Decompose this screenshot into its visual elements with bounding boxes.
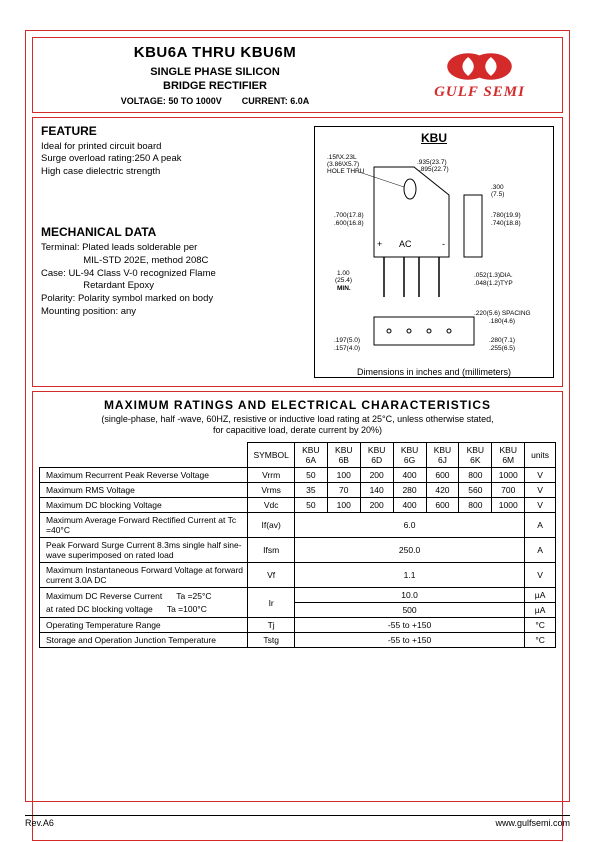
col-symbol: SYMBOL <box>248 443 295 468</box>
svg-text:+: + <box>377 239 382 249</box>
feature-text: Ideal for printed circuit board Surge ov… <box>41 141 296 179</box>
product-specs: VOLTAGE: 50 TO 1000V CURRENT: 6.0A <box>37 96 393 106</box>
svg-text:.780(19.9): .780(19.9) <box>491 212 521 219</box>
table-row: Peak Forward Surge Current 8.3ms single … <box>40 538 556 563</box>
svg-text:.280(7.1): .280(7.1) <box>489 337 515 344</box>
table-row: Storage and Operation Junction Temperatu… <box>40 633 556 648</box>
col-units: units <box>525 443 556 468</box>
table-header-row: SYMBOL KBU 6A KBU 6B KBU 6D KBU 6G KBU 6… <box>40 443 556 468</box>
svg-text:.255(6.5): .255(6.5) <box>489 345 515 352</box>
svg-text:(7.5): (7.5) <box>491 191 504 198</box>
svg-text:.157(4.0): .157(4.0) <box>334 345 360 352</box>
table-row: Operating Temperature Range Tj -55 to +1… <box>40 618 556 633</box>
page-footer: Rev.A6 www.gulfsemi.com <box>25 815 570 828</box>
package-diagram: KBU .15f\X.23L (3.86\X5. <box>314 126 554 378</box>
svg-text:AC: AC <box>399 239 412 249</box>
table-row: at rated DC blocking voltage Ta =100°C 5… <box>40 603 556 618</box>
package-drawing-icon: .15f\X.23L (3.86\X5.7) HOLE THRU .935(23… <box>319 147 549 362</box>
table-row: Maximum Recurrent Peak Reverse Voltage V… <box>40 468 556 483</box>
mechanical-text: Terminal: Plated leads solderable per MI… <box>41 242 296 319</box>
brand-logo-icon <box>432 49 527 84</box>
diagram-caption: Dimensions in inches and (millimeters) <box>319 367 549 377</box>
dim-width: .935(23.7) <box>417 159 447 166</box>
svg-text:-: - <box>442 239 445 249</box>
svg-text:.895(22.7): .895(22.7) <box>419 166 449 173</box>
table-row: Maximum Average Forward Rectified Curren… <box>40 513 556 538</box>
header-box: KBU6A THRU KBU6M SINGLE PHASE SILICON BR… <box>32 37 563 113</box>
product-subtitle: SINGLE PHASE SILICON BRIDGE RECTIFIER <box>37 65 393 94</box>
svg-text:.048(1.2)TYP: .048(1.2)TYP <box>474 280 513 287</box>
dim-hole: .15f\X.23L <box>327 154 357 161</box>
header-text: KBU6A THRU KBU6M SINGLE PHASE SILICON BR… <box>33 38 397 112</box>
svg-text:.197(5.0): .197(5.0) <box>334 337 360 344</box>
svg-text:MIN.: MIN. <box>337 285 351 292</box>
product-title: KBU6A THRU KBU6M <box>37 44 393 61</box>
svg-text:.600(16.8): .600(16.8) <box>334 220 364 227</box>
svg-text:.180(4.6): .180(4.6) <box>489 318 515 325</box>
table-row: Maximum Instantaneous Forward Voltage at… <box>40 563 556 588</box>
table-row: Maximum RMS Voltage Vrms 35 70 140 280 4… <box>40 483 556 498</box>
svg-text:.700(17.8): .700(17.8) <box>334 212 364 219</box>
ratings-subtitle: (single-phase, half -wave, 60HZ, resisti… <box>39 414 556 437</box>
svg-text:1.00: 1.00 <box>337 270 350 277</box>
diagram-title: KBU <box>319 131 549 145</box>
svg-text:HOLE THRU: HOLE THRU <box>327 168 365 175</box>
svg-text:.740(18.8): .740(18.8) <box>491 220 521 227</box>
brand-logo-cell: GULF SEMI <box>397 49 562 101</box>
ratings-title: MAXIMUM RATINGS AND ELECTRICAL CHARACTER… <box>39 398 556 412</box>
svg-text:.220(5.6) SPACING: .220(5.6) SPACING <box>474 310 531 317</box>
ratings-table: SYMBOL KBU 6A KBU 6B KBU 6D KBU 6G KBU 6… <box>39 442 556 648</box>
table-row: Maximum DC blocking Voltage Vdc 50 100 2… <box>40 498 556 513</box>
svg-text:(25.4): (25.4) <box>335 277 352 284</box>
ratings-box: MAXIMUM RATINGS AND ELECTRICAL CHARACTER… <box>32 391 563 841</box>
brand-name: GULF SEMI <box>397 84 562 101</box>
revision: Rev.A6 <box>25 818 54 828</box>
svg-text:.300: .300 <box>491 184 504 191</box>
feature-title: FEATURE <box>41 124 296 138</box>
feature-box: FEATURE Ideal for printed circuit board … <box>32 117 563 387</box>
svg-text:.052(1.3)DIA.: .052(1.3)DIA. <box>474 272 513 279</box>
table-row: Maximum DC Reverse Current Ta =25°C Ir 1… <box>40 588 556 603</box>
mechanical-title: MECHANICAL DATA <box>41 225 296 239</box>
svg-text:(3.86\X5.7): (3.86\X5.7) <box>327 161 359 168</box>
website-url: www.gulfsemi.com <box>495 818 570 828</box>
